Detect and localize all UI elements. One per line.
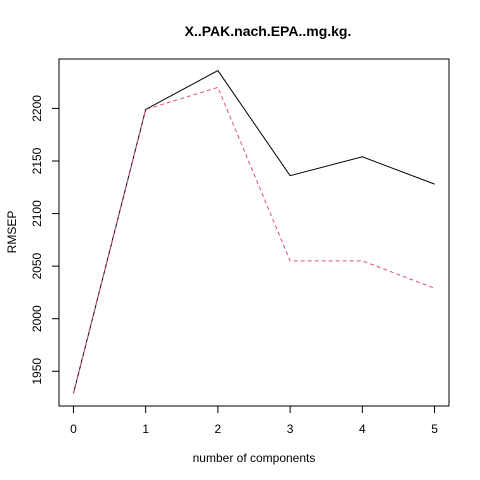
y-axis-label: RMSEP [5,211,19,254]
y-axis: 1950 2000 2050 2100 2150 2200 [30,95,60,385]
chart-title: X..PAK.nach.EPA..mg.kg. [185,23,352,39]
y-tick-label: 2000 [30,305,44,332]
series-1-line [72,69,435,394]
plot-frame [58,58,450,407]
y-tick-label: 1950 [30,358,44,385]
series-2-line [72,86,435,394]
series-layer [72,69,435,394]
y-tick-label: 2100 [30,200,44,227]
x-tick-label: 0 [70,422,77,436]
x-tick-label: 5 [431,422,438,436]
y-tick-label: 2050 [30,252,44,279]
x-axis-label: number of components [193,451,316,465]
x-tick-label: 4 [359,422,366,436]
x-tick-label: 3 [287,422,294,436]
x-tick-label: 1 [142,422,149,436]
x-tick-label: 2 [215,422,222,436]
y-tick-label: 2200 [30,95,44,122]
y-tick-label: 2150 [30,147,44,174]
x-axis: 0 1 2 3 4 5 [70,405,438,436]
